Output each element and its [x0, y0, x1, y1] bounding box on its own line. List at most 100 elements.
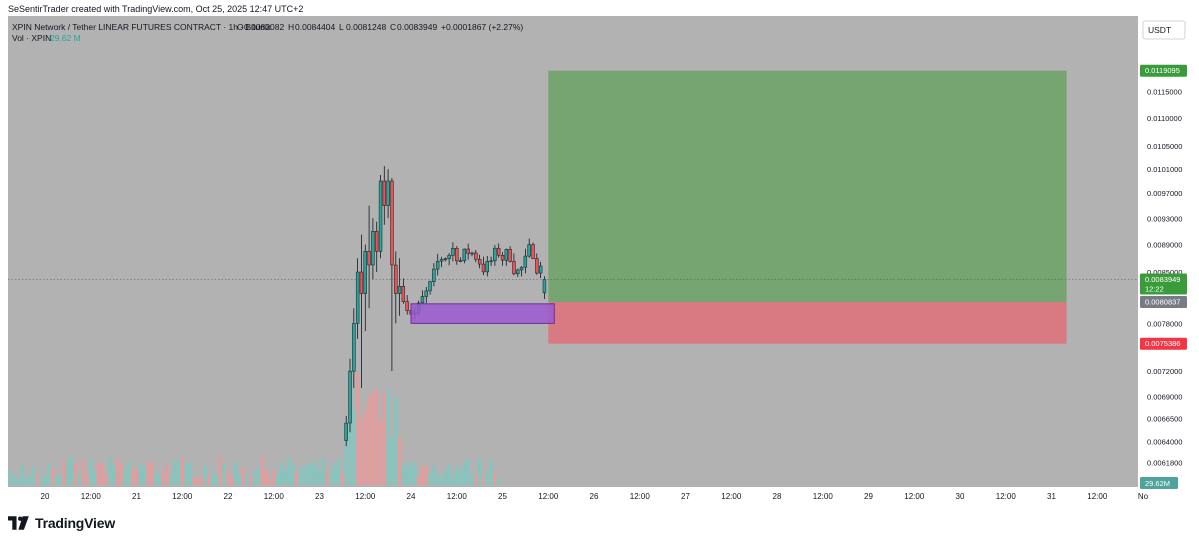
legend-ohlc: O 0.0082082 H 0.0084404 L 0.0081248 C 0.0083949…	[237, 22, 523, 32]
currency-button-label[interactable]: USDT	[1148, 25, 1171, 35]
legend-ohlc-key: C	[390, 22, 396, 32]
volume-bar	[154, 472, 157, 485]
time-axis-label: 23	[315, 492, 324, 501]
current-price-badge-text: 12:22	[1145, 285, 1164, 294]
volume-bar	[291, 464, 295, 485]
volume-bar	[436, 473, 440, 485]
price-axis-label: 0.0078000	[1147, 319, 1182, 328]
time-axis-label: 29	[864, 492, 873, 501]
volume-bar	[169, 477, 173, 485]
tradingview-logo[interactable]: TradingView	[8, 515, 115, 531]
candle	[359, 234, 364, 388]
volume-bar	[462, 461, 466, 485]
candles	[344, 166, 555, 447]
price-axis-label: 0.0069000	[1147, 393, 1182, 402]
time-axis-label: 12:00	[538, 492, 559, 501]
stop-loss-zone[interactable]	[548, 302, 1067, 344]
volume-bar	[28, 474, 32, 485]
volume-bar	[157, 474, 161, 485]
time-axis-label: 27	[681, 492, 690, 501]
volume-bar	[100, 463, 104, 485]
volume-bar	[150, 462, 154, 485]
volume-bar	[314, 460, 318, 485]
candle	[516, 268, 520, 278]
candle	[458, 257, 463, 263]
volume-bar	[108, 457, 112, 485]
candle	[451, 242, 455, 262]
volume-bar	[131, 468, 135, 485]
volume-bar	[161, 472, 165, 485]
volume-bar	[180, 457, 184, 485]
volume-bar	[13, 476, 16, 485]
volume-bar	[295, 471, 299, 485]
volume-bar	[215, 473, 218, 485]
volume-bar	[112, 465, 116, 485]
volume-bar	[9, 470, 13, 485]
legend-ohlc-value: 0.0081248	[346, 22, 386, 32]
candle	[348, 358, 352, 433]
currency-button[interactable]: USDT	[1142, 20, 1186, 40]
candle	[420, 290, 425, 304]
legend-ohlc-value: 0.0082082	[244, 22, 284, 32]
take-profit-zone[interactable]	[548, 70, 1067, 302]
volume-bar	[55, 476, 58, 485]
currency-button-frame[interactable]	[1142, 20, 1186, 40]
volume-badge-text: 29.62M	[1145, 479, 1170, 488]
candle	[374, 221, 379, 272]
volume-bar	[196, 477, 199, 485]
candle	[435, 253, 440, 276]
volume-bar	[352, 410, 356, 485]
price-axis-label: 0.0066500	[1147, 415, 1182, 424]
legend-volume-label: Vol · XPIN	[12, 33, 51, 43]
candle	[397, 258, 402, 316]
volume-bar	[379, 421, 382, 485]
time-axis-label: 12:00	[355, 492, 376, 501]
volume-bar	[70, 457, 74, 485]
volume-bar	[24, 478, 28, 485]
volume-bar	[119, 464, 123, 485]
volume-bar	[184, 462, 188, 485]
time-axis-background	[8, 487, 1138, 505]
time-axis-label: 12:00	[172, 492, 193, 501]
candle	[447, 253, 451, 266]
candle	[470, 251, 474, 257]
candle	[371, 218, 375, 280]
candle	[493, 245, 497, 266]
volume-bar	[116, 458, 119, 485]
candle	[512, 253, 516, 276]
candle	[535, 253, 539, 275]
volume-bar	[142, 466, 146, 485]
demand-zone-box[interactable]	[410, 303, 555, 324]
volume-bar	[74, 462, 77, 485]
time-axis-label: 28	[773, 492, 782, 501]
candle	[401, 278, 406, 304]
volume-bar	[89, 459, 93, 485]
stop-price-badge: 0.0075386	[1140, 337, 1187, 350]
volume-bar	[497, 478, 501, 485]
volume-badge: 29.62M	[1140, 477, 1178, 489]
volume-bar	[451, 476, 455, 485]
candle	[496, 243, 501, 258]
volume-bar	[348, 410, 352, 485]
volume-bar	[401, 463, 405, 485]
volume-bar	[222, 464, 226, 485]
price-axis-label: 0.0093000	[1147, 214, 1182, 223]
entry-price-badge: 0.0080837	[1140, 296, 1187, 308]
volume-bar	[363, 409, 367, 485]
volume-bar	[146, 462, 150, 485]
volume-bar	[32, 466, 35, 485]
position-zones	[548, 70, 1067, 344]
price-axis-label: 0.0061800	[1147, 458, 1182, 467]
volume-bar	[192, 478, 196, 485]
candle	[531, 242, 535, 260]
legend-ohlc-key: O	[237, 22, 244, 32]
volume-bar	[417, 476, 421, 485]
candle	[432, 263, 436, 287]
price-axis-label: 0.0089000	[1147, 241, 1182, 250]
volume-bar	[413, 462, 417, 485]
candle	[386, 169, 390, 219]
volume-bar	[337, 458, 340, 485]
